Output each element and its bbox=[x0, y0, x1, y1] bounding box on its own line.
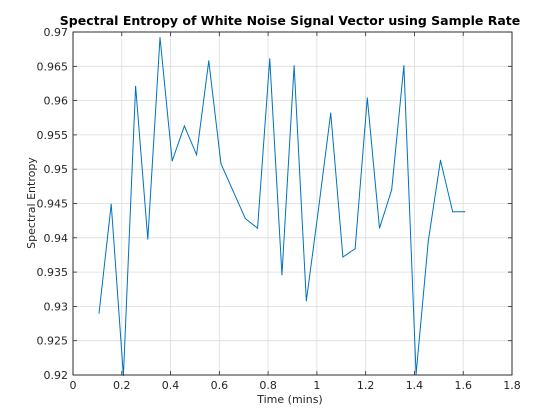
data-point bbox=[183, 125, 185, 127]
y-tick-label: 0.96 bbox=[44, 95, 69, 108]
y-tick-label: 0.93 bbox=[44, 300, 69, 313]
data-point bbox=[366, 97, 368, 99]
x-tick-label: 0.4 bbox=[162, 379, 180, 392]
y-tick-label: 0.955 bbox=[37, 129, 69, 142]
data-point bbox=[122, 375, 124, 377]
y-axis-label: Spectral Entropy bbox=[25, 157, 38, 249]
y-tick-label: 0.94 bbox=[44, 232, 69, 245]
data-point bbox=[171, 160, 173, 162]
x-tick-label: 1.8 bbox=[503, 379, 521, 392]
x-tick-label: 1.6 bbox=[454, 379, 472, 392]
axes-frame bbox=[72, 31, 513, 376]
data-point bbox=[403, 65, 405, 67]
data-point bbox=[196, 154, 198, 156]
y-tick-label: 0.95 bbox=[44, 163, 69, 176]
data-point bbox=[293, 65, 295, 67]
x-tick-label: 1.4 bbox=[406, 379, 424, 392]
y-tick-label: 0.965 bbox=[37, 60, 69, 73]
chart-title: Spectral Entropy of White Noise Signal V… bbox=[60, 13, 520, 28]
y-tick-label: 0.945 bbox=[37, 198, 69, 211]
data-point bbox=[318, 208, 320, 210]
data-point bbox=[257, 227, 259, 229]
grid bbox=[73, 32, 512, 375]
series-layer bbox=[98, 36, 466, 377]
data-point bbox=[427, 240, 429, 242]
x-tick-label: 0 bbox=[70, 379, 77, 392]
data-point bbox=[208, 60, 210, 62]
data-point bbox=[135, 85, 137, 87]
data-point bbox=[269, 58, 271, 60]
y-tick-label: 0.97 bbox=[44, 26, 69, 39]
data-point bbox=[464, 211, 466, 213]
data-point bbox=[244, 218, 246, 220]
data-point bbox=[354, 248, 356, 250]
x-tick-label: 1 bbox=[313, 379, 320, 392]
data-point bbox=[342, 256, 344, 258]
data-point bbox=[415, 373, 417, 375]
data-point bbox=[391, 189, 393, 191]
data-point bbox=[378, 227, 380, 229]
x-tick-label: 0.8 bbox=[259, 379, 277, 392]
data-point bbox=[220, 163, 222, 165]
x-axis-label: Time (mins) bbox=[256, 393, 322, 406]
axis-ticks: 0 0.2 0.4 0.6 0.8 1 1.2 1.4 1.6 1.8 0.92 0.925 0.93 0… bbox=[37, 26, 521, 392]
data-point bbox=[452, 211, 454, 213]
data-point bbox=[110, 203, 112, 205]
data-point bbox=[147, 238, 149, 240]
data-point bbox=[232, 190, 234, 192]
y-tick-label: 0.92 bbox=[44, 369, 69, 382]
y-tick-label: 0.935 bbox=[37, 266, 69, 279]
data-point bbox=[98, 312, 100, 314]
y-tick-label: 0.925 bbox=[37, 335, 69, 348]
data-point bbox=[281, 274, 283, 276]
data-point bbox=[159, 36, 161, 38]
data-point bbox=[439, 159, 441, 161]
x-tick-label: 1.2 bbox=[357, 379, 375, 392]
x-tick-label: 0.6 bbox=[211, 379, 229, 392]
x-tick-label: 0.2 bbox=[113, 379, 131, 392]
data-point bbox=[330, 112, 332, 114]
data-point bbox=[305, 300, 307, 302]
